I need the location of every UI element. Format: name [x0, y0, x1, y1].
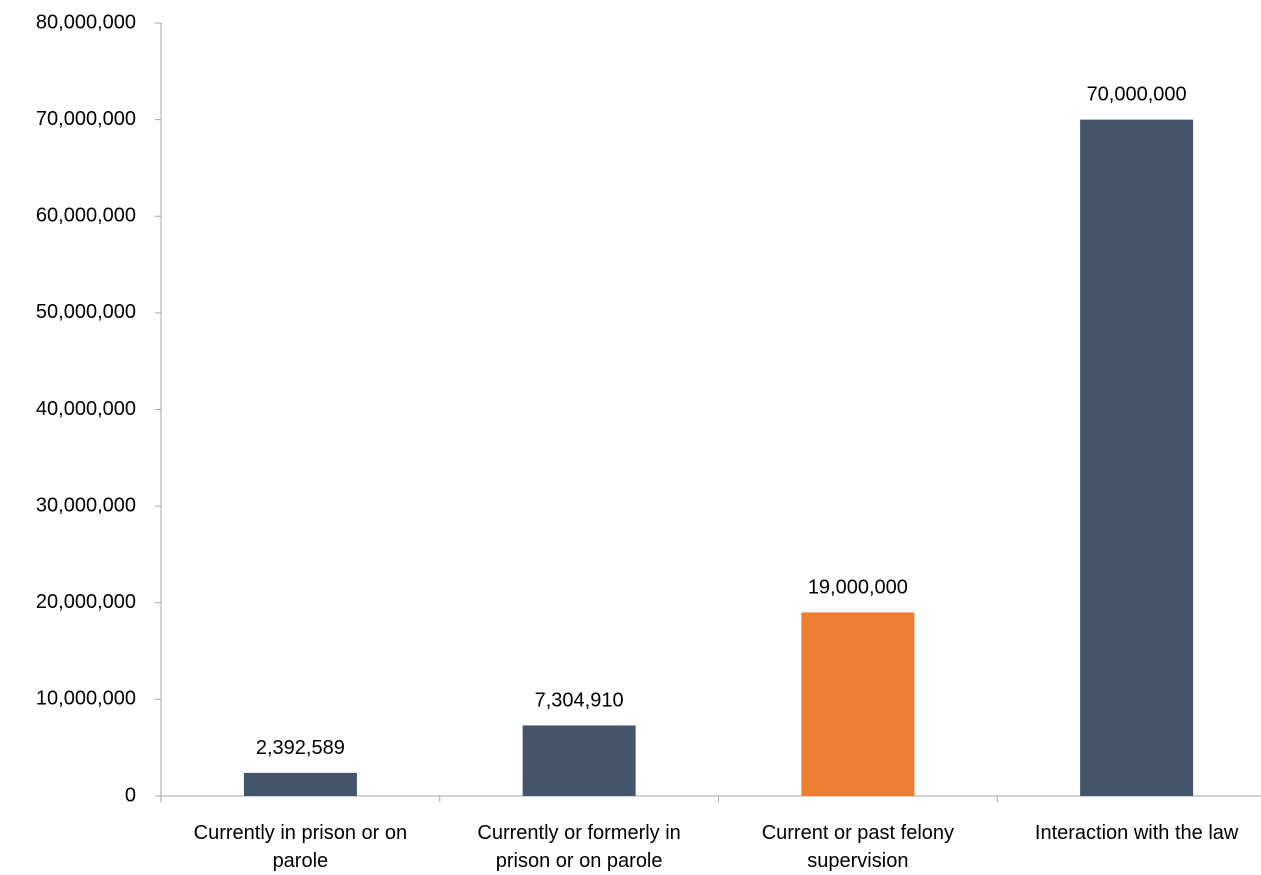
- bar-value-label: 19,000,000: [808, 576, 908, 598]
- y-tick-label: 20,000,000: [36, 591, 136, 613]
- y-tick-label: 0: [125, 784, 136, 806]
- y-tick-label: 10,000,000: [36, 688, 136, 710]
- category-label: prison or on parole: [496, 850, 663, 872]
- y-tick-label: 70,000,000: [36, 108, 136, 130]
- data-labels: 2,392,589 7,304,910 19,000,000 70,000,000: [256, 84, 1187, 759]
- y-tick-label: 50,000,000: [36, 301, 136, 323]
- bar: [801, 612, 915, 796]
- bar-value-label: 70,000,000: [1087, 84, 1187, 106]
- category-label: Currently in prison or on: [194, 822, 407, 844]
- category-label: Currently or formerly in: [477, 822, 680, 844]
- bar: [243, 772, 357, 796]
- category-label: Interaction with the law: [1035, 822, 1239, 844]
- y-tick-label: 40,000,000: [36, 398, 136, 420]
- x-axis: [160, 795, 1261, 802]
- y-tick-label: 80,000,000: [36, 11, 136, 33]
- category-label: parole: [273, 850, 329, 872]
- y-tick-label: 60,000,000: [36, 205, 136, 227]
- bar-value-label: 2,392,589: [256, 737, 345, 759]
- category-label: Current or past felony: [762, 822, 954, 844]
- bars: [243, 119, 1194, 796]
- y-axis: 0 10,000,000 20,000,000 30,000,000 40,000,00…: [36, 11, 162, 806]
- y-tick-label: 30,000,000: [36, 494, 136, 516]
- bar-value-label: 7,304,910: [535, 689, 624, 711]
- bar: [1080, 119, 1194, 796]
- category-labels: Currently in prison or on parole Currently…: [194, 822, 1239, 872]
- category-label: supervision: [807, 850, 908, 872]
- bar: [522, 725, 636, 796]
